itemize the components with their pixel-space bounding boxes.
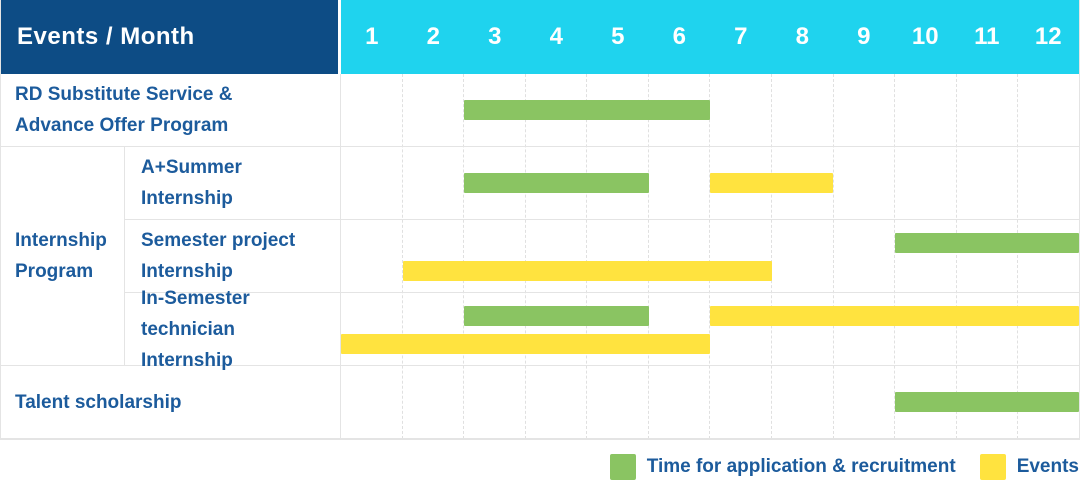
month-header-label-11: 11 (974, 23, 1000, 50)
month-header-label-1: 1 (365, 23, 379, 50)
recruitment-bar (894, 392, 1079, 412)
legend-label-recruitment: Time for application & recruitment (646, 456, 956, 477)
chart-row-in-semester-technician-internship (341, 293, 1079, 366)
month-header-label-3: 3 (488, 23, 502, 50)
month-header-label-10: 10 (911, 23, 939, 50)
chart-row-semester-project-internship (341, 220, 1079, 293)
chart-row-a-plus-summer-internship (341, 147, 1079, 220)
month-header-label-9: 9 (857, 23, 871, 50)
legend-label-events: Events (1016, 456, 1079, 477)
row-label-a-plus-summer-internship: A+Summer Internship (125, 147, 341, 220)
group-label-internship-program: Internship Program (1, 147, 125, 366)
recruitment-bar (464, 100, 710, 120)
recruitment-bar (464, 306, 649, 326)
month-header-label-8: 8 (795, 23, 809, 50)
chart-row-rd-substitute-advance-offer (341, 74, 1079, 147)
legend-item-recruitment: Time for application & recruitment (609, 454, 956, 480)
row-label-talent-scholarship: Talent scholarship (1, 366, 341, 439)
month-header-label-6: 6 (672, 23, 686, 50)
recruitment-bar (464, 173, 649, 193)
events-month-header-cell: Events / Month (1, 0, 341, 74)
recruitment-swatch-icon (609, 454, 636, 480)
event-bar (710, 306, 1079, 326)
event-bar (402, 261, 772, 281)
month-header-label-7: 7 (734, 23, 748, 50)
month-header-label-2: 2 (426, 23, 440, 50)
chart-row-talent-scholarship (341, 366, 1079, 439)
month-header-label-5: 5 (611, 23, 625, 50)
row-label-semester-project-internship: Semester project Internship (125, 220, 341, 293)
events-month-header-label: Events / Month (17, 23, 195, 50)
month-header-label-12: 12 (1034, 23, 1062, 50)
month-header-row: 1 2 3 4 5 6 7 8 9 10 11 12 (341, 0, 1079, 74)
row-label-in-semester-technician-internship: In-Semester technician Internship (125, 288, 341, 371)
month-header-label-4: 4 (549, 23, 563, 50)
event-bar (710, 173, 833, 193)
events-swatch-icon (979, 454, 1006, 480)
schedule-gantt-table: Events / Month 1 2 3 4 5 6 7 8 9 10 11 12 RD Substi… (0, 0, 1080, 440)
row-label-rd-substitute-advance-offer: RD Substitute Service & Advance Offer Pr… (1, 74, 341, 147)
event-bar (341, 334, 710, 354)
legend-item-events: Events (979, 454, 1079, 480)
recruitment-bar (894, 233, 1079, 253)
legend: Time for application & recruitment Event… (0, 440, 1080, 494)
